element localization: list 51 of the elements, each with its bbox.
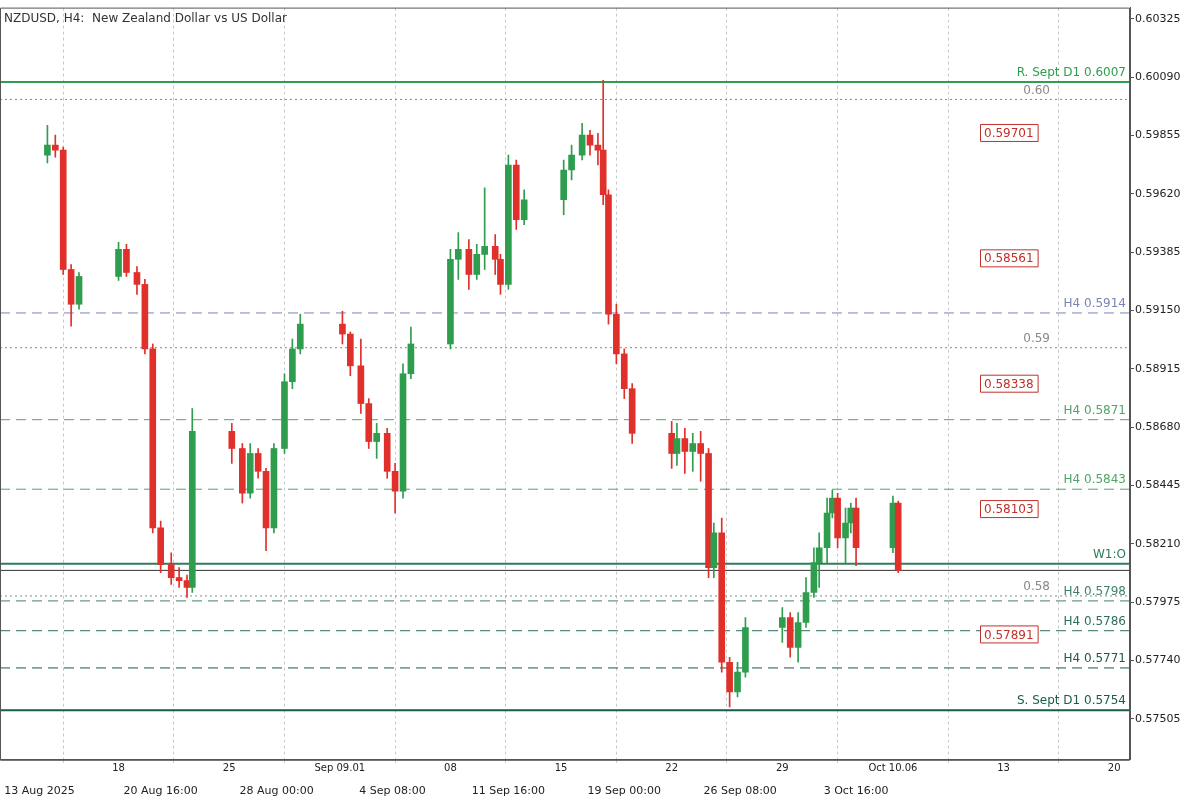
x-tick-label: 20: [1107, 762, 1121, 774]
ref-line-label: R. Sept D1 0.6007: [1016, 65, 1126, 80]
x-tick-label: Sep 09.01: [314, 762, 366, 774]
x-tick-label: 22: [665, 762, 679, 774]
x-tick-label: 15: [554, 762, 568, 774]
y-tick-label: 0.58445: [1135, 478, 1181, 492]
x2-tick-label: 19 Sep 00:00: [587, 784, 661, 798]
annotation: 0.58561: [984, 251, 1034, 266]
x-tick-label: 08: [444, 762, 457, 774]
annotation: 0.58103: [984, 502, 1034, 517]
ref-line-label: H4 0.5871: [1063, 402, 1126, 417]
x2-tick-label: 3 Oct 16:00: [823, 784, 889, 798]
ref-line-label: H4 0.5786: [1063, 613, 1126, 628]
y-tick-label: 0.57505: [1135, 711, 1181, 725]
x2-tick-label: 26 Sep 08:00: [703, 784, 777, 798]
annotation: 0.58338: [984, 376, 1034, 391]
y-tick-label: 0.57975: [1135, 595, 1181, 609]
x-tick-label: Oct 10.06: [868, 762, 918, 774]
ref-line-label: H4 0.5798: [1063, 584, 1126, 599]
y-tick-label: 0.59150: [1135, 303, 1181, 317]
ref-line-label: 0.59: [1023, 330, 1050, 345]
y-tick-label: 0.59855: [1135, 128, 1181, 142]
y-tick-label: 0.59385: [1135, 244, 1181, 258]
y-tick-label: 0.60325: [1135, 11, 1181, 25]
ref-line-label: H4 0.5771: [1063, 651, 1126, 666]
chart-title: NZDUSD, H4: New Zealand Dollar vs US Dollar: [4, 10, 288, 25]
x2-tick-label: 11 Sep 16:00: [471, 784, 546, 798]
candlestick: [689, 433, 697, 472]
y-tick-label: 0.59620: [1135, 186, 1181, 200]
ref-line-label: W1:O: [1093, 546, 1126, 561]
x-tick-label: 18: [112, 762, 125, 774]
x2-tick-label: 28 Aug 00:00: [239, 784, 314, 798]
y-tick-label: 0.57740: [1135, 653, 1181, 667]
x-tick-label: 29: [775, 762, 789, 774]
annotation: 0.57891: [984, 627, 1034, 642]
y-tick-label: 0.58210: [1135, 536, 1181, 550]
y-tick-label: 0.58915: [1135, 361, 1181, 375]
ref-line-label: S. Sept D1 0.5754: [1016, 693, 1126, 708]
candlestick: [51, 134, 59, 158]
ref-line-label: 0.58: [1023, 579, 1050, 594]
x2-tick-label: 20 Aug 16:00: [123, 784, 198, 798]
ref-line-label: H4 0.5843: [1063, 472, 1126, 487]
x2-tick-label: 13 Aug 2025: [4, 784, 75, 798]
x-tick-label: 13: [997, 762, 1010, 774]
y-tick-label: 0.58680: [1135, 420, 1181, 433]
ref-line-label: H4 0.5914: [1063, 296, 1126, 311]
ref-line-label: 0.60: [1023, 82, 1050, 97]
annotation: 0.59701: [984, 126, 1034, 141]
x-tick-label: 25: [222, 762, 236, 774]
x2-tick-label: 4 Sep 08:00: [359, 784, 426, 798]
y-tick-label: 0.60090: [1135, 69, 1181, 83]
